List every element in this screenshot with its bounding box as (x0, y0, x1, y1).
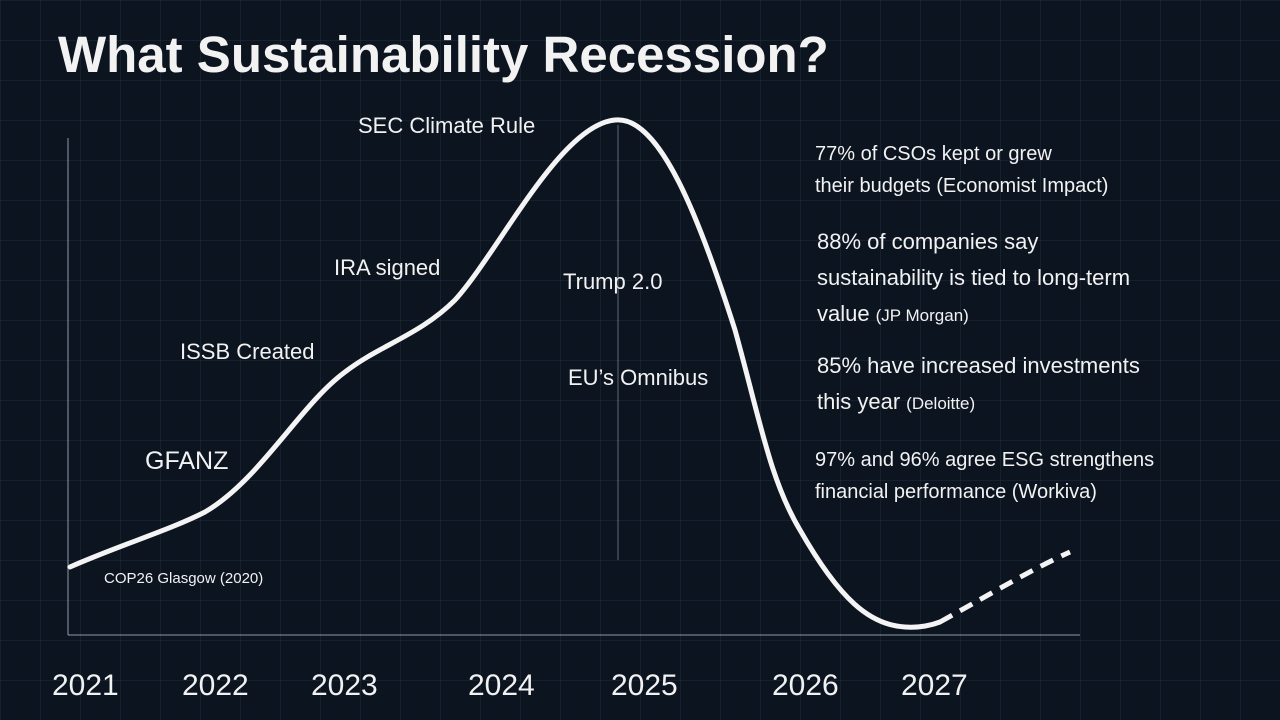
stat-text: 88% of companies say (817, 229, 1038, 254)
stats: 77% of CSOs kept or grew their budgets (E… (815, 143, 1154, 503)
year-label: 2026 (772, 669, 839, 702)
stat-text: sustainability is tied to long-term (817, 265, 1130, 290)
stat-text: 97% and 96% agree ESG strengthens (815, 449, 1154, 471)
annotation: Trump 2.0 (563, 269, 662, 294)
stat-line: value (JP Morgan) (817, 301, 969, 326)
stat-source: (JP Morgan) (876, 306, 969, 325)
stat-text: financial performance (Workiva) (815, 481, 1097, 503)
stat-line: financial performance (Workiva) (815, 481, 1097, 503)
annotation: COP26 Glasgow (2020) (104, 570, 263, 587)
stat-line: 88% of companies say (817, 229, 1038, 254)
stat-text: 85% have increased investments (817, 353, 1140, 378)
stat-line: 77% of CSOs kept or grew (815, 143, 1052, 165)
stat-source: (Deloitte) (906, 394, 975, 413)
title: What Sustainability Recession? (58, 26, 829, 83)
year-label: 2027 (901, 669, 968, 702)
year-label: 2021 (52, 669, 119, 702)
annotation: GFANZ (145, 447, 228, 475)
stat-text: their budgets (Economist Impact) (815, 175, 1108, 197)
stat-text: value (817, 301, 870, 326)
annotation: IRA signed (334, 255, 440, 280)
year-label: 2024 (468, 669, 535, 702)
annotations: SEC Climate Rule IRA signed Trump 2.0 ISSB … (104, 113, 708, 587)
year-label: 2023 (311, 669, 378, 702)
stat-line: sustainability is tied to long-term (817, 265, 1130, 290)
annotation: EU’s Omnibus (568, 365, 708, 390)
projection-curve (938, 549, 1072, 625)
stat-text: 77% of CSOs kept or grew (815, 143, 1052, 165)
stat-line: this year (Deloitte) (817, 389, 975, 414)
year-label: 2025 (611, 669, 678, 702)
year-labels: 2021 2022 2023 2024 2025 2026 2027 (52, 669, 968, 702)
stat-line: 85% have increased investments (817, 353, 1140, 378)
year-label: 2022 (182, 669, 249, 702)
stat-line: 97% and 96% agree ESG strengthens (815, 449, 1154, 471)
annotation: SEC Climate Rule (358, 113, 535, 138)
trend-curve (67, 117, 943, 630)
stat-line: their budgets (Economist Impact) (815, 175, 1108, 197)
stat-text: this year (817, 389, 900, 414)
annotation: ISSB Created (180, 339, 315, 364)
